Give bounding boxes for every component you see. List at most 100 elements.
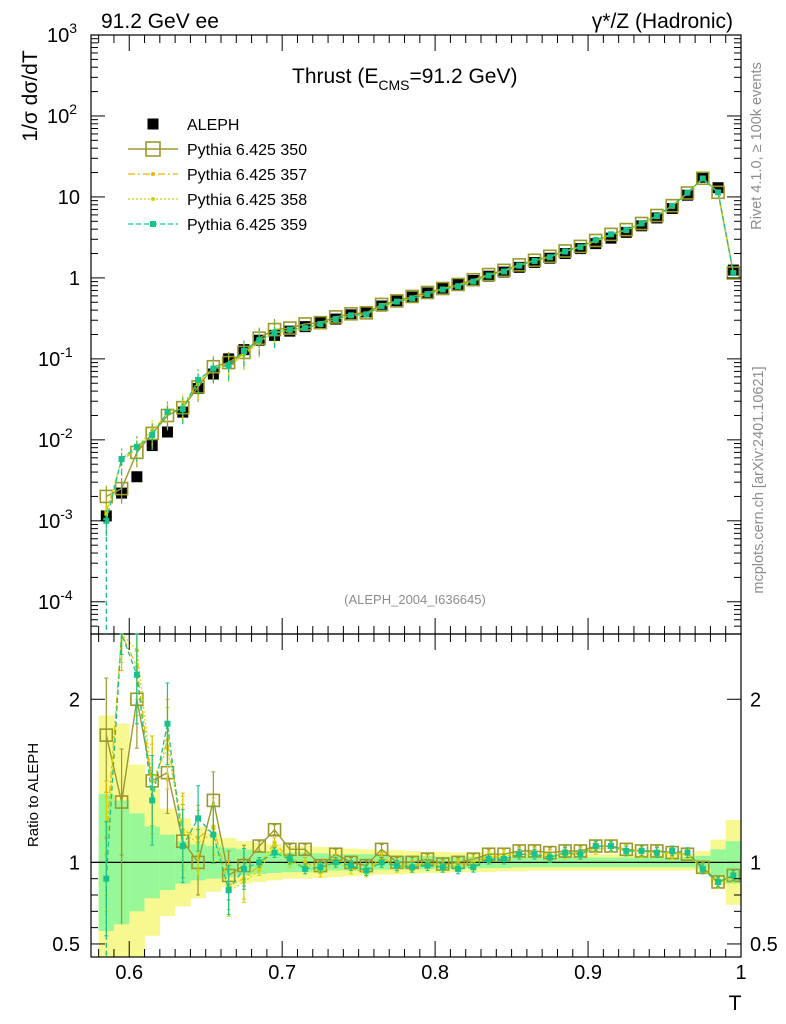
ratio-mc-point: [257, 868, 262, 873]
header-process-label: γ*/Z (Hadronic): [592, 10, 733, 33]
main-mc-point: [730, 269, 737, 276]
mcplots-label: mcplots.cern.ch [arXiv:2401.10621]: [751, 366, 767, 593]
main-mc-point: [283, 321, 297, 335]
ratio-mc-point: [409, 864, 416, 871]
x-tick-label: 1: [735, 962, 746, 984]
main-mc-point: [577, 244, 584, 251]
main-mc-point: [531, 257, 538, 264]
main-mc-point: [684, 189, 691, 196]
legend-label: Pythia 6.425 359: [187, 217, 307, 234]
main-mc-point: [114, 481, 129, 496]
main-mc-point: [164, 409, 171, 416]
main-mc-point: [634, 216, 649, 231]
aleph-data-point: [712, 182, 724, 194]
main-mc-point: [286, 326, 293, 333]
main-mc-point: [378, 302, 385, 309]
main-mc-point: [424, 291, 431, 298]
main-mc-point: [695, 171, 710, 186]
ratio-mc-point: [302, 865, 309, 872]
main-mc-point: [512, 258, 527, 272]
main-mc-point: [546, 254, 553, 261]
main-mc-point: [638, 220, 645, 227]
main-mc-point: [104, 512, 109, 517]
main-mc-point: [179, 406, 186, 413]
main-mc-point: [619, 222, 634, 237]
main-mc-point: [470, 278, 477, 285]
main-mc-point: [332, 316, 339, 323]
main-mc-point: [393, 298, 400, 305]
ratio-mc-point: [271, 849, 278, 856]
ratio-mc-point: [348, 862, 354, 869]
main-mc-point: [195, 376, 202, 383]
main-mc-point: [592, 236, 599, 243]
ratio-mc-point: [653, 849, 660, 856]
plot-title: Thrust (ECMS=91.2 GeV): [292, 65, 517, 93]
ratio-mc-point: [730, 872, 737, 879]
ratio-mc-point: [133, 671, 140, 678]
main-y-tick-label: 102: [47, 101, 77, 128]
ratio-mc-point: [393, 862, 400, 869]
plot-title-tail: =91.2 GeV): [409, 65, 517, 88]
main-mc-point: [485, 272, 492, 279]
main-y-axis-label: 1/σ dσ/dT: [19, 50, 42, 141]
ratio-y-tick-label: 2: [69, 689, 80, 711]
analysis-id-watermark: (ALEPH_2004_I636645): [344, 592, 486, 607]
main-mc-point: [543, 249, 557, 264]
ratio-mc-point: [272, 844, 277, 849]
main-mc-point: [680, 186, 695, 200]
header-energy-label: 91.2 GeV ee: [101, 10, 219, 33]
aleph-data-point: [161, 426, 173, 438]
main-mc-point: [409, 295, 416, 302]
main-mc-point: [711, 185, 725, 200]
data-marks: [99, 171, 741, 957]
ratio-mc-point: [210, 831, 217, 838]
ratio-mc-point: [455, 865, 462, 872]
ratio-mc-point: [699, 865, 706, 872]
ratio-mc-point: [439, 864, 446, 871]
main-mc-point: [527, 253, 542, 268]
ratio-y-tick-label-right: 0.5: [750, 934, 778, 956]
legend-label: Pythia 6.425 357: [187, 167, 307, 184]
legend-marker: [145, 141, 161, 157]
ratio-mc-point: [267, 822, 282, 837]
ratio-mc-point: [332, 859, 339, 866]
main-mc-point: [497, 263, 511, 278]
main-mc-point: [623, 227, 630, 234]
main-mc-point: [500, 268, 507, 275]
ratio-mc-point: [298, 842, 312, 857]
main-mc-point: [149, 431, 156, 438]
aleph-data-point: [605, 232, 617, 244]
main-y-tick-label: 103: [47, 20, 77, 47]
x-tick-label: 0.7: [268, 962, 296, 984]
main-mc-point: [118, 455, 125, 462]
ratio-mc-point: [562, 849, 569, 856]
legend-marker: [151, 197, 155, 201]
main-mc-point: [317, 320, 324, 327]
ratio-mc-point: [149, 797, 156, 804]
plot-title-main: Thrust (E: [292, 65, 378, 88]
main-mc-point: [604, 227, 618, 242]
ratio-mc-point: [363, 867, 370, 874]
ratio-mc-point: [286, 856, 293, 863]
ratio-mc-point: [225, 887, 232, 894]
main-mc-point: [653, 213, 660, 220]
main-y-tick-label: 10: [58, 187, 80, 209]
main-mc-point: [562, 248, 569, 255]
main-y-tick-label: 10-4: [38, 587, 73, 614]
main-mc-point: [225, 362, 232, 369]
ratio-mc-point: [623, 847, 630, 854]
ratio-mc-point: [638, 847, 645, 854]
ratio-mc-point: [378, 859, 385, 866]
legend-label: ALEPH: [187, 117, 239, 134]
ratio-mc-point: [608, 843, 614, 850]
ratio-mc-point: [669, 847, 676, 854]
x-tick-label: 0.8: [421, 962, 449, 984]
main-mc-point: [516, 262, 523, 269]
main-mc-point: [344, 307, 358, 321]
main-mc-point: [558, 244, 572, 258]
ratio-panel-frame: [90, 633, 742, 958]
main-mc-point: [133, 443, 140, 450]
main-mc-point: [573, 239, 588, 254]
plot-title-subscript: CMS: [378, 77, 409, 93]
